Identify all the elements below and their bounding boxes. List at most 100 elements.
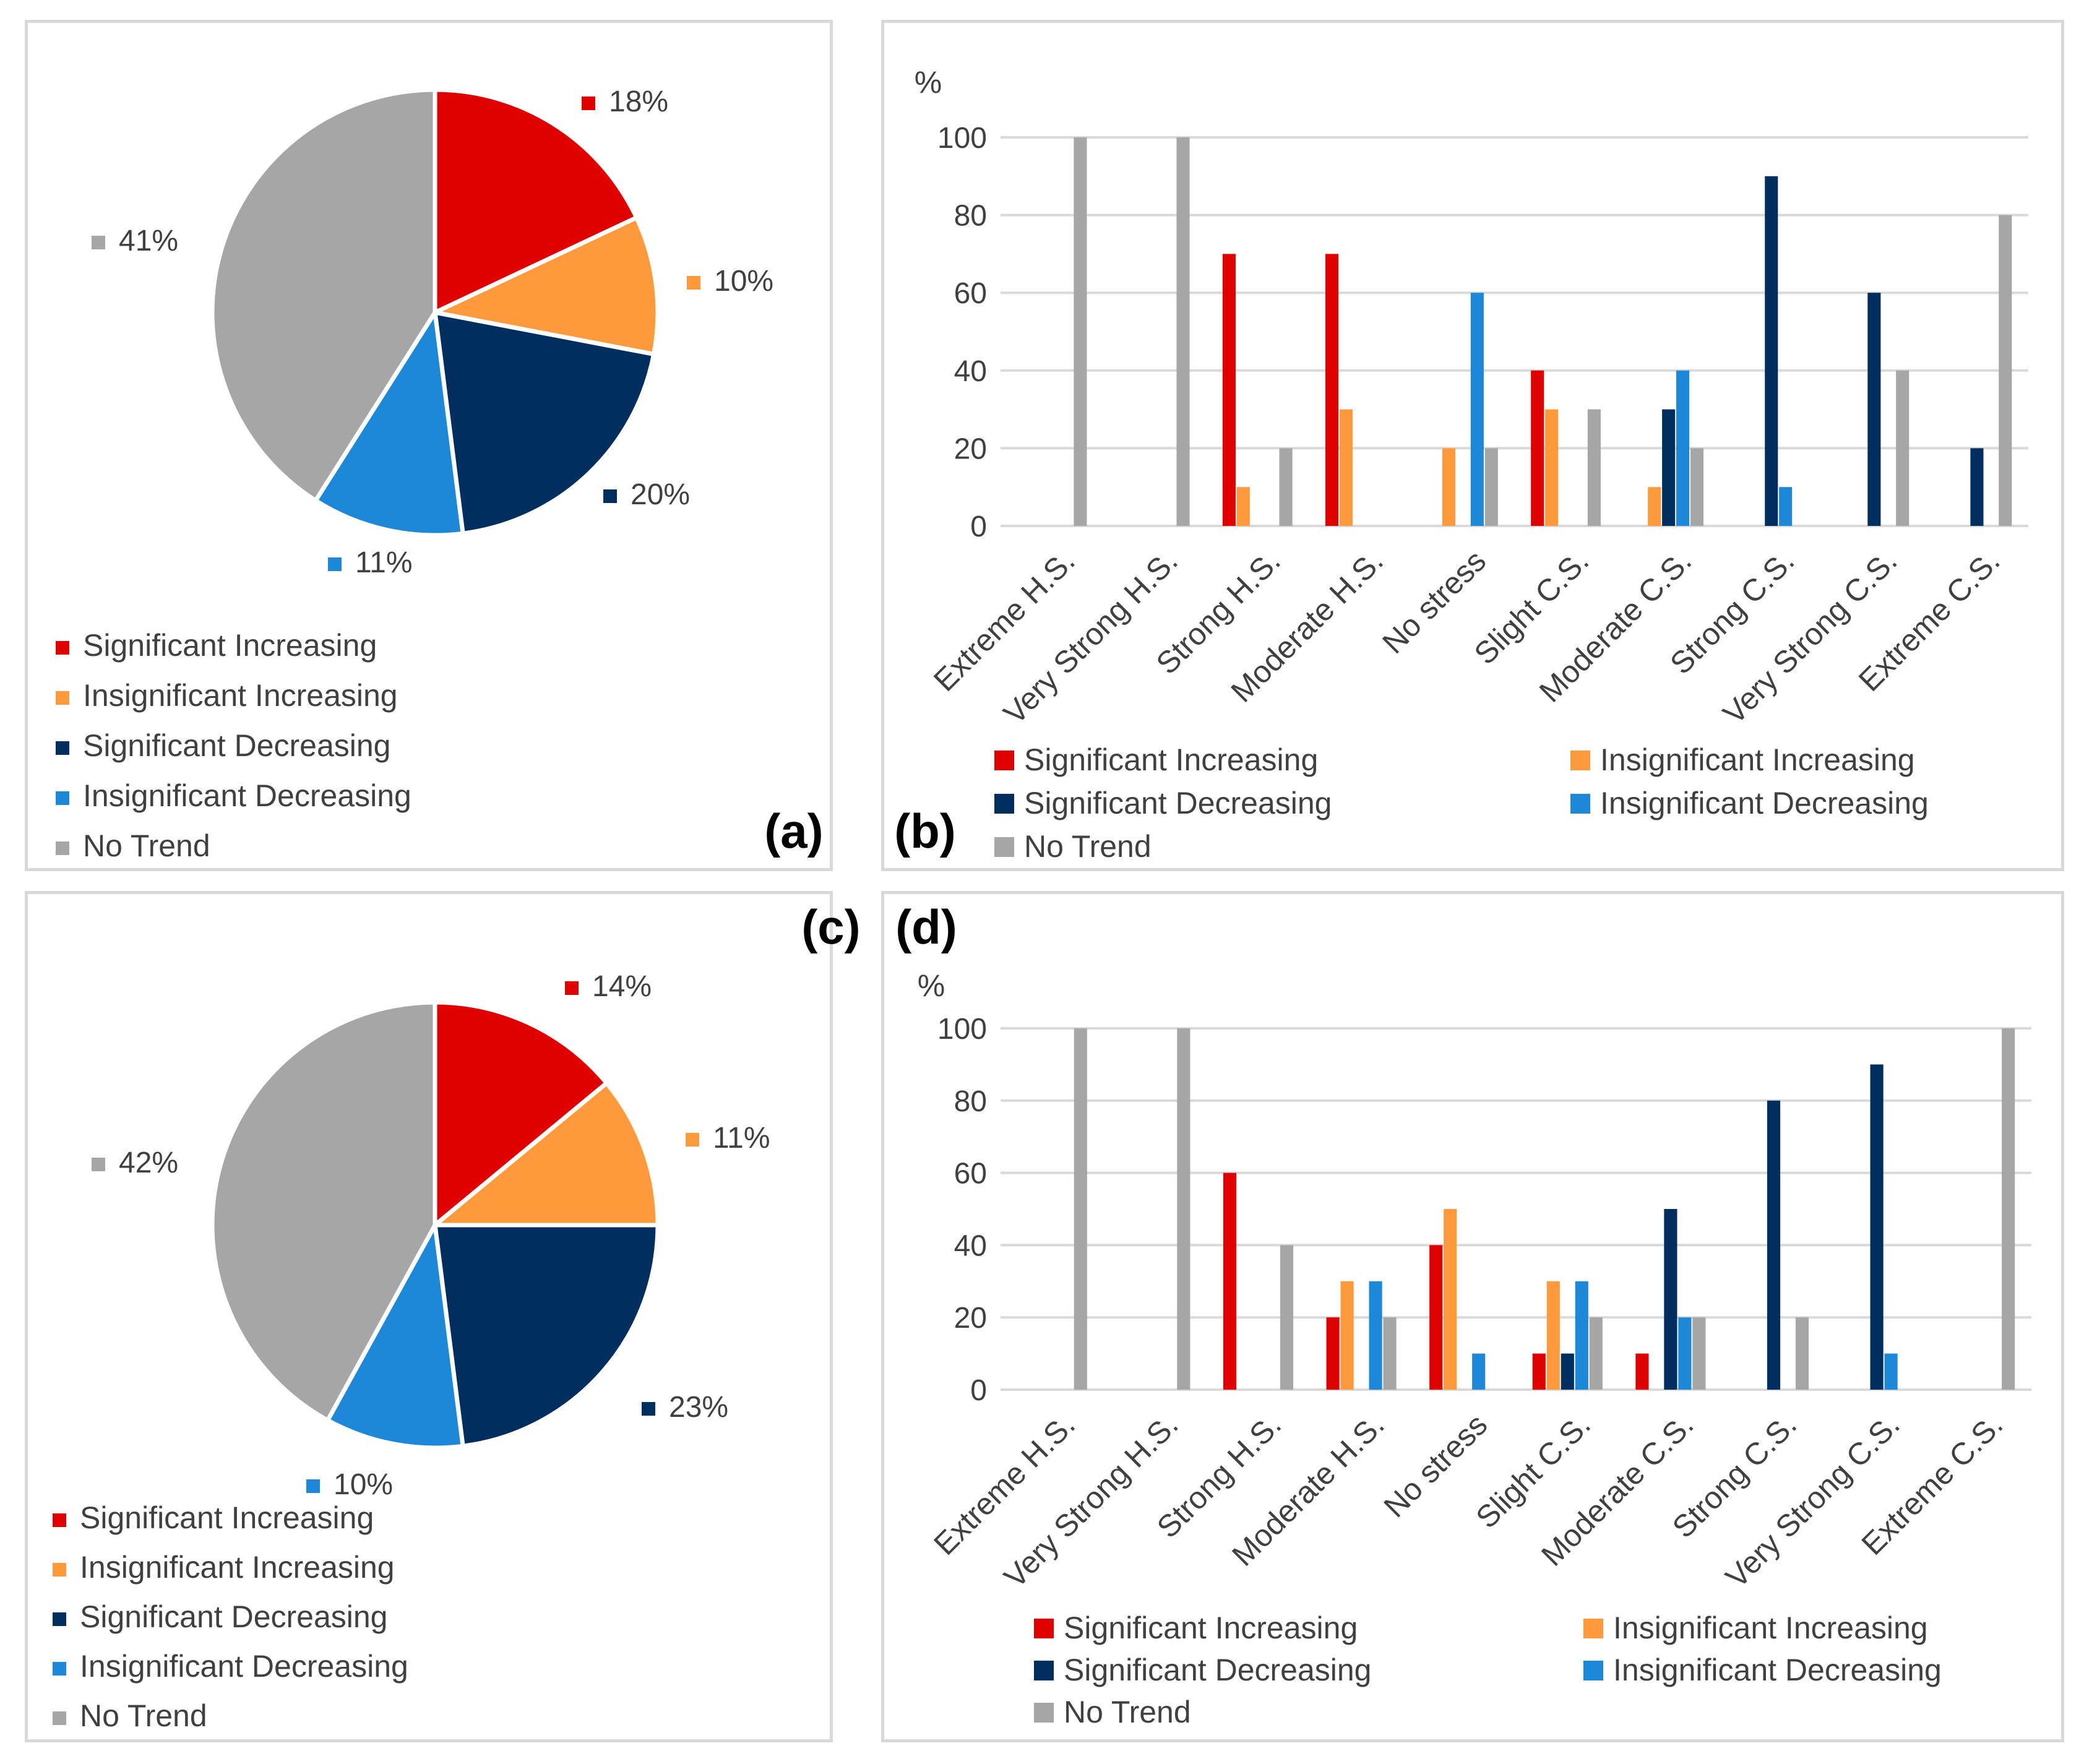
data-label: 10% (714, 265, 773, 298)
bar (1767, 1100, 1781, 1390)
data-label-marker (686, 1133, 699, 1147)
data-label: 10% (334, 1468, 393, 1501)
legend-label: Insignificant Decreasing (80, 1649, 408, 1684)
x-tick-label: Very Strong C.S. (1716, 543, 1904, 731)
legend-swatch (53, 1711, 66, 1725)
bar (1177, 1028, 1191, 1390)
bar (1472, 1353, 1486, 1390)
legend-label: Significant Decreasing (83, 728, 391, 763)
bar (1444, 1209, 1457, 1390)
data-label: 20% (631, 478, 690, 511)
legend-swatch (56, 791, 69, 805)
bar (2002, 1028, 2015, 1390)
data-label: 11% (713, 1122, 770, 1155)
bar (1884, 1353, 1898, 1390)
data-label: 14% (592, 970, 652, 1003)
legend-label: Insignificant Decreasing (1613, 1653, 1942, 1687)
legend-label: Insignificant Decreasing (1600, 786, 1929, 820)
bar (1678, 1317, 1692, 1390)
y-tick-label: 40 (954, 1229, 987, 1262)
legend-swatch (56, 741, 69, 755)
data-label-marker (603, 489, 617, 503)
bar (1369, 1281, 1382, 1390)
panel-label-d: (d) (895, 900, 957, 954)
data-label-marker (642, 1402, 655, 1416)
pie-slice (210, 87, 437, 504)
y-tick-label: 80 (954, 200, 987, 233)
bar (1664, 1209, 1677, 1390)
data-label: 41% (119, 225, 178, 257)
bar (1470, 293, 1484, 526)
bar (1765, 176, 1778, 526)
y-tick-label: 0 (970, 510, 987, 543)
legend-swatch (994, 751, 1014, 770)
x-tick-label: Very Strong H.S. (997, 1407, 1185, 1594)
bar (1648, 487, 1661, 526)
y-tick-label: 100 (937, 122, 987, 155)
bar (1867, 293, 1881, 526)
data-label-marker (565, 981, 579, 995)
legend-label: Significant Decreasing (1024, 786, 1332, 820)
pie-chart-c: 14% 11% 23% 10% 42% Significant Increasing Ins… (53, 970, 770, 1733)
y-tick-label: 60 (954, 277, 987, 310)
bar (1074, 1028, 1087, 1390)
bar (1896, 370, 1910, 526)
x-tick-label: Very Strong C.S. (1719, 1407, 1906, 1594)
data-label: 23% (669, 1391, 728, 1424)
panel-label-a: (a) (764, 804, 823, 858)
bar (1692, 1317, 1706, 1390)
bar (1545, 409, 1559, 526)
pie-slice (433, 87, 640, 316)
bar (1339, 409, 1353, 526)
legend-label: Insignificant Increasing (1613, 1611, 1928, 1645)
bar (1429, 1245, 1443, 1390)
bar (1531, 370, 1544, 526)
bar (1870, 1064, 1884, 1390)
y-axis-label: % (915, 65, 942, 100)
bar (1589, 1317, 1603, 1390)
pie-slice (312, 306, 466, 538)
data-label-marker (92, 1158, 105, 1171)
x-tick-label: Very Strong H.S. (997, 543, 1184, 731)
bar (1383, 1317, 1397, 1390)
legend-swatch (1034, 1661, 1054, 1680)
legend-label: No Trend (83, 828, 210, 863)
legend-swatch (53, 1513, 66, 1527)
bar (1970, 448, 1984, 526)
bar (1635, 1353, 1649, 1390)
pie-chart-a: 18% 10% 20% 11% 41% Significant Increasing Ins… (56, 85, 773, 863)
bar (1236, 487, 1250, 526)
pie-slice (210, 1000, 437, 1424)
legend-swatch (53, 1563, 66, 1577)
data-label-marker (92, 236, 105, 249)
y-tick-label: 80 (954, 1085, 987, 1118)
bar (1561, 1353, 1574, 1390)
panel-label-c: (c) (801, 900, 860, 954)
legend-label: Significant Increasing (83, 628, 377, 663)
pie-slice (429, 1080, 660, 1228)
bar (1442, 448, 1456, 526)
bar (1325, 254, 1339, 526)
y-tick-label: 20 (954, 432, 987, 465)
legend-label: Significant Decreasing (80, 1599, 388, 1634)
legend-label: Insignificant Increasing (1600, 742, 1915, 777)
y-tick-label: 100 (937, 1013, 987, 1046)
panel-label-b: (b) (894, 804, 956, 858)
legend-label: Significant Decreasing (1064, 1653, 1372, 1687)
legend-swatch (1570, 794, 1590, 814)
bar (1999, 215, 2012, 526)
data-label-marker (687, 276, 700, 290)
bar (1279, 448, 1293, 526)
pie-slice (432, 309, 657, 536)
bar (1532, 1353, 1546, 1390)
bar (1484, 448, 1498, 526)
legend-swatch (1583, 1619, 1603, 1638)
data-label-marker (306, 1479, 320, 1493)
bar (1575, 1281, 1588, 1390)
y-tick-label: 40 (954, 355, 987, 388)
bar (1280, 1245, 1294, 1390)
legend-swatch (56, 691, 69, 705)
pie-slice (433, 1000, 610, 1230)
bar (1074, 137, 1087, 526)
